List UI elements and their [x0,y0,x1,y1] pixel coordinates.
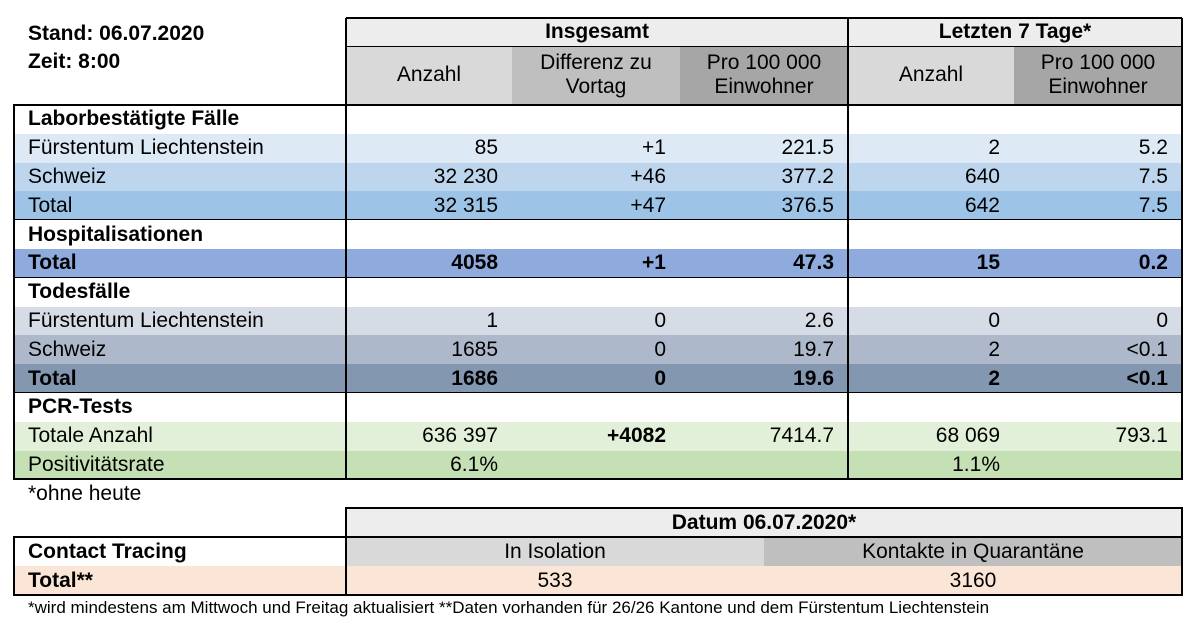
cell: +47 [512,191,680,221]
cell: 7414.7 [680,421,848,451]
section-title: Todesfälle [28,280,131,304]
cell: +1 [512,133,680,163]
column-header: Anzahl [848,46,1014,104]
cell: +4082 [512,421,680,451]
cell: <0.1 [1014,364,1182,393]
cell: <0.1 [1014,335,1182,365]
row-label: Schweiz [14,335,346,365]
cell: 0 [1014,306,1182,336]
cell: 68 069 [848,421,1014,451]
row-label: Total** [14,566,346,595]
cell: 15 [848,249,1014,278]
rule [847,18,849,480]
contact-column: In Isolation [346,537,764,566]
rule [14,392,1182,393]
group-header: Letzten 7 Tage* [848,18,1182,46]
rule [345,507,347,596]
cell: 47.3 [680,249,848,278]
cell: 4058 [346,249,512,278]
cell: 3160 [764,566,1182,595]
rule [345,18,347,480]
cell: 0 [512,335,680,365]
column-header: Pro 100 000 Einwohner [1014,46,1182,104]
cell: 0 [512,306,680,336]
cell: 221.5 [680,133,848,163]
row-label: Fürstentum Liechtenstein [14,306,346,336]
cell: 377.2 [680,162,848,192]
row-label: Total [14,191,346,221]
row-label: Total [14,249,346,278]
cell: 1686 [346,364,512,393]
cell: 642 [848,191,1014,221]
zeit: Zeit: 8:00 [28,50,121,73]
footnote: *wird mindestens am Mittwoch und Freitag… [28,598,990,617]
cell: 7.5 [1014,191,1182,221]
rule [13,104,15,480]
rule [14,219,1182,221]
rule [346,17,1182,19]
column-header: Pro 100 000 Einwohner [680,46,848,104]
cell: 1.1% [848,450,1014,480]
stand: Stand: 06.07.2020 [28,22,205,45]
cell: 2 [848,133,1014,163]
rule [346,507,1182,509]
cell: 2.6 [680,306,848,336]
cell [512,450,680,480]
cell: 0.2 [1014,249,1182,278]
row-label: Fürstentum Liechtenstein [14,133,346,163]
cell: 5.2 [1014,133,1182,163]
cell: +46 [512,162,680,192]
column-header: Anzahl [346,46,512,104]
row-label: Schweiz [14,162,346,192]
rule [14,594,1182,596]
cell: 32 230 [346,162,512,192]
cell [1014,450,1182,480]
cell: 793.1 [1014,421,1182,451]
rule [1181,507,1183,596]
cell: 19.6 [680,364,848,393]
cell: +1 [512,249,680,278]
cell: 2 [848,364,1014,393]
rule [1181,18,1183,480]
contact-date: Datum 06.07.2020* [346,508,1182,537]
cell: 6.1% [346,450,512,480]
section-title: Hospitalisationen [28,222,204,246]
cell: 1685 [346,335,512,365]
row-label: Positivitätsrate [14,450,346,480]
contact-column: Kontakte in Quarantäne [764,537,1182,566]
cell: 85 [346,133,512,163]
row-label: Totale Anzahl [14,421,346,451]
column-header: Differenz zu Vortag [512,46,680,104]
cell: 0 [848,306,1014,336]
cell: 0 [512,364,680,393]
note: *ohne heute [28,482,142,505]
cell: 1 [346,306,512,336]
cell: 640 [848,162,1014,192]
rule [13,536,15,596]
rule [14,104,1182,106]
cell [680,450,848,480]
row-label: Total [14,364,346,393]
contact-title: Contact Tracing [28,539,187,563]
cell: 2 [848,335,1014,365]
cell: 376.5 [680,191,848,221]
rule [14,478,1182,480]
section-title: PCR-Tests [28,395,133,419]
cell: 533 [346,566,764,595]
rule [14,536,1182,538]
section-title: Laborbestätigte Fälle [28,107,240,131]
cell: 32 315 [346,191,512,221]
rule [14,276,1182,278]
cell: 7.5 [1014,162,1182,192]
cell: 19.7 [680,335,848,365]
rule [346,46,1182,47]
group-header: Insgesamt [346,18,848,46]
cell: 636 397 [346,421,512,451]
